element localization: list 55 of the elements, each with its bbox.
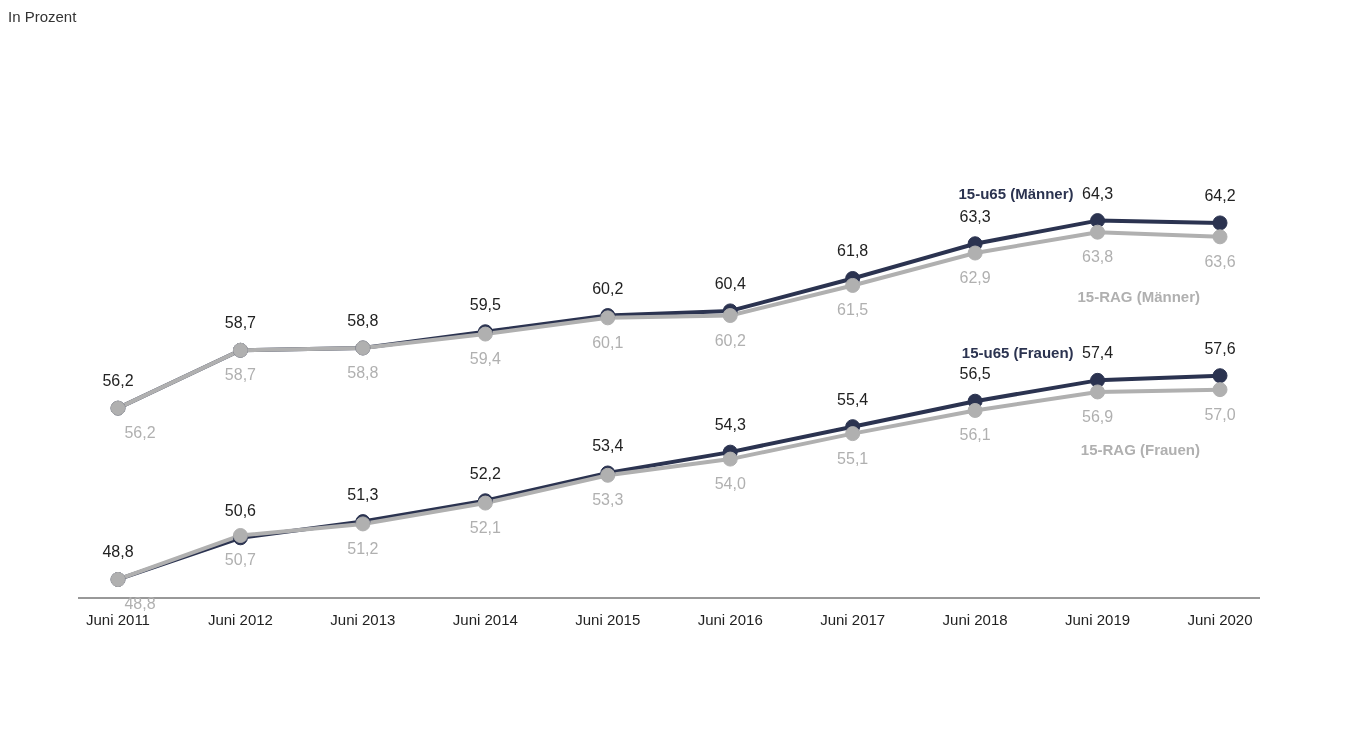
data-label: 54,0 — [714, 475, 746, 493]
x-tick-label: Juni 2011 — [86, 610, 150, 628]
data-label: 58,8 — [347, 311, 379, 329]
text: In Prozent — [8, 8, 77, 25]
text: 15-RAG (Männer) — [1077, 287, 1200, 305]
data-label: 63,8 — [1081, 248, 1114, 266]
data-label: 60,1 — [592, 333, 624, 351]
x-tick-label: Juni 2016 — [697, 610, 763, 628]
data-label: 64,3 — [1081, 184, 1114, 202]
x-tick-label: Juni 2012 — [207, 610, 273, 628]
data-label: 53,3 — [592, 491, 624, 509]
data-label: 55,4 — [837, 390, 869, 408]
data-label: 60,2 — [592, 279, 624, 297]
data-label: 56,1 — [959, 426, 991, 444]
data-label: 60,2 — [714, 331, 746, 349]
x-tick-label: Juni 2013 — [330, 610, 396, 628]
data-label: 56,2 — [124, 424, 156, 442]
data-label: 63,6 — [1204, 252, 1236, 270]
data-label: 61,8 — [837, 242, 869, 260]
data-label: 58,7 — [224, 366, 257, 384]
data-label: 62,9 — [959, 269, 991, 287]
x-tick-label: Juni 2015 — [575, 610, 641, 628]
data-label: 60,4 — [714, 274, 746, 292]
data-label: 50,6 — [224, 501, 257, 519]
data-label: 53,4 — [592, 436, 624, 454]
data-label: 64,2 — [1204, 186, 1236, 204]
data-label: 59,4 — [469, 350, 502, 368]
data-label: 52,1 — [469, 519, 502, 537]
series-label: 15-u65 (Männer) — [958, 184, 1074, 202]
data-label: 56,9 — [1081, 407, 1114, 425]
data-label: 63,3 — [959, 207, 991, 225]
data-label: 54,3 — [714, 416, 746, 434]
data-label: 61,5 — [837, 301, 869, 319]
x-tick-label: Juni 2020 — [1187, 610, 1253, 628]
data-label: 57,6 — [1204, 339, 1236, 357]
x-tick-label: Juni 2018 — [942, 610, 1008, 628]
data-label: 57,4 — [1081, 344, 1114, 362]
data-label: 51,3 — [347, 485, 379, 503]
data-label: 52,2 — [469, 464, 502, 482]
text: 15-RAG (Frauen) — [1080, 440, 1200, 458]
data-label: 55,1 — [837, 449, 869, 467]
x-tick-label: Juni 2014 — [452, 610, 518, 628]
data-label: 58,7 — [224, 314, 257, 332]
data-label: 58,8 — [347, 363, 379, 381]
data-label: 59,5 — [469, 295, 502, 313]
data-label: 51,2 — [347, 539, 379, 557]
data-label: 57,0 — [1204, 405, 1236, 423]
data-label: 50,7 — [224, 551, 257, 569]
data-label: 48,8 — [102, 543, 134, 561]
data-label: 56,5 — [959, 365, 991, 383]
data-label: 56,2 — [102, 372, 134, 390]
x-tick-label: Juni 2019 — [1065, 610, 1131, 628]
series-label: 15-u65 (Frauen) — [961, 344, 1074, 362]
x-tick-label: Juni 2017 — [820, 610, 886, 628]
data-label: 48,8 — [124, 595, 156, 613]
